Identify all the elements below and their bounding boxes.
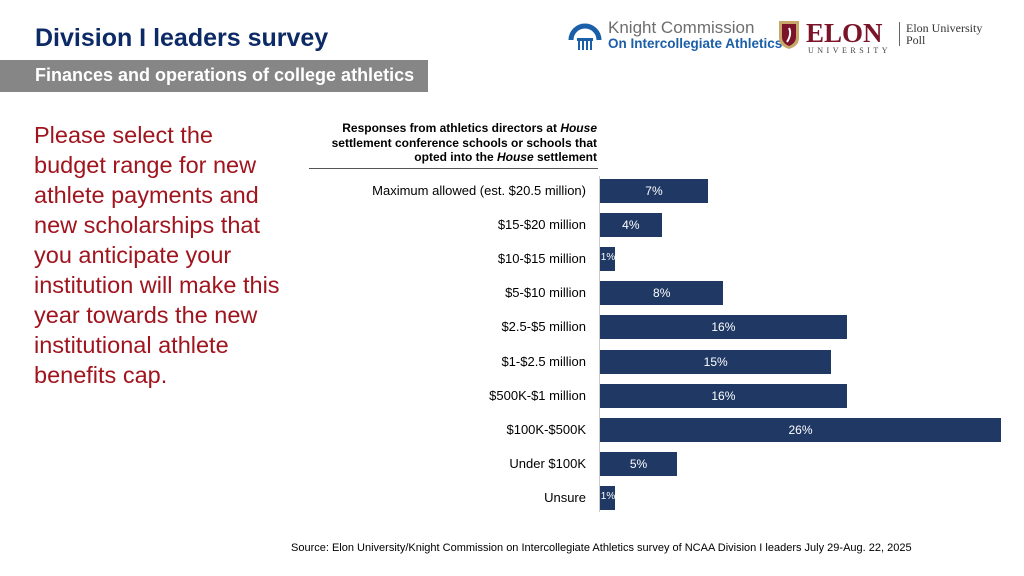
category-label: Under $100K xyxy=(509,455,586,471)
elon-wordmark: ELON xyxy=(806,18,883,48)
page-title: Division I leaders survey xyxy=(35,24,329,52)
bar xyxy=(600,417,1001,442)
category-label: $2.5-$5 million xyxy=(501,319,586,335)
data-label: 26% xyxy=(788,422,813,437)
category-label: Unsure xyxy=(544,489,586,505)
data-label: 5% xyxy=(629,456,648,471)
bar xyxy=(600,247,616,272)
data-label: 4% xyxy=(622,218,640,233)
source-note: Source: Elon University/Knight Commissio… xyxy=(291,542,912,554)
capitol-dome-icon xyxy=(568,23,602,50)
bar xyxy=(600,281,724,306)
bar xyxy=(600,383,847,408)
category-label: $10-$15 million xyxy=(497,251,586,267)
bar xyxy=(600,485,616,510)
data-label: 16% xyxy=(711,320,736,335)
category-axis-line xyxy=(599,176,600,512)
category-label: $5-$10 million xyxy=(505,285,586,301)
category-label: Maximum allowed (est. $20.5 million) xyxy=(372,183,586,198)
elon-university-text: UNIVERSITY xyxy=(808,46,891,55)
data-label: 15% xyxy=(703,354,728,369)
knight-logo-line2: On Intercollegiate Athletics xyxy=(608,36,783,51)
category-label: $1-$2.5 million xyxy=(501,353,586,369)
elon-logo: ELON UNIVERSITY Elon University Poll xyxy=(778,20,982,55)
poll-line1: Elon University xyxy=(906,21,983,35)
elon-poll-text: Elon University Poll xyxy=(899,22,982,46)
data-label: 1% xyxy=(600,252,616,264)
section-title: Finances and operations of college athle… xyxy=(35,65,415,85)
category-label: $500K-$1 million xyxy=(489,387,586,403)
bar xyxy=(600,315,847,340)
poll-line2: Poll xyxy=(906,33,926,47)
title-divider xyxy=(309,168,598,169)
bar xyxy=(600,451,678,476)
knight-logo-line1: Knight Commission xyxy=(608,18,755,37)
chart-title: Responses from athletics directors at Ho… xyxy=(331,121,597,164)
survey-question: Please select the budget range for new a… xyxy=(34,122,280,388)
category-label: $15-$20 million xyxy=(497,217,586,233)
elon-shield-icon xyxy=(779,21,799,49)
section-banner: Finances and operations of college athle… xyxy=(0,60,428,92)
bar xyxy=(600,349,832,374)
knight-commission-logo: Knight Commission On Intercollegiate Ath… xyxy=(568,18,783,52)
data-label: 7% xyxy=(645,184,663,198)
category-label: $100K-$500K xyxy=(506,421,586,437)
data-label: 8% xyxy=(653,286,671,301)
data-label: 1% xyxy=(600,490,616,502)
bar xyxy=(600,213,662,238)
bar xyxy=(600,179,708,203)
data-label: 16% xyxy=(711,388,736,403)
